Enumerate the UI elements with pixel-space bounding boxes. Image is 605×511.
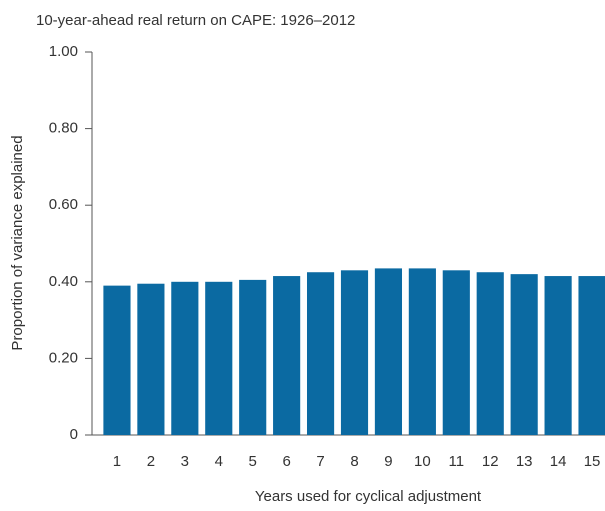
x-tick-label: 11 — [449, 453, 465, 470]
x-tick-label: 14 — [550, 453, 567, 470]
bar — [578, 276, 605, 435]
bar — [306, 272, 335, 435]
bar — [340, 270, 369, 435]
y-tick-label: 1.00 — [49, 43, 78, 60]
bar — [476, 272, 504, 435]
x-tick-label: 8 — [350, 453, 358, 470]
x-tick-label: 7 — [316, 453, 324, 470]
x-tick-label: 12 — [482, 453, 499, 470]
x-tick-label: 3 — [181, 453, 189, 470]
bar — [103, 285, 131, 435]
y-tick-label: 0.40 — [49, 273, 78, 290]
bar — [171, 281, 199, 435]
y-tick-label: 0.20 — [49, 349, 78, 366]
x-tick-label: 9 — [384, 453, 392, 470]
x-tick-label: 15 — [584, 453, 601, 470]
bar — [374, 268, 403, 435]
x-tick-label: 10 — [414, 453, 431, 470]
x-tick-label: 13 — [516, 453, 533, 470]
x-tick-label: 2 — [147, 453, 155, 470]
bar — [408, 268, 436, 435]
bar — [544, 276, 572, 435]
x-tick-label: 1 — [113, 453, 121, 470]
x-tick-label: 4 — [215, 453, 223, 470]
bar — [510, 274, 538, 435]
x-tick-label: 5 — [249, 453, 257, 470]
bar — [205, 281, 233, 435]
bar — [442, 270, 470, 435]
y-tick-label: 0 — [70, 426, 78, 443]
bar — [239, 279, 267, 435]
bar — [137, 283, 165, 435]
y-axis-title: Proportion of variance explained — [9, 135, 26, 350]
chart-title: 10-year-ahead real return on CAPE: 1926–… — [36, 12, 355, 29]
x-tick-label: 6 — [282, 453, 290, 470]
x-axis-title: Years used for cyclical adjustment — [255, 488, 482, 505]
y-tick-label: 0.60 — [49, 196, 78, 213]
bar — [273, 276, 301, 435]
y-tick-label: 0.80 — [49, 120, 78, 137]
